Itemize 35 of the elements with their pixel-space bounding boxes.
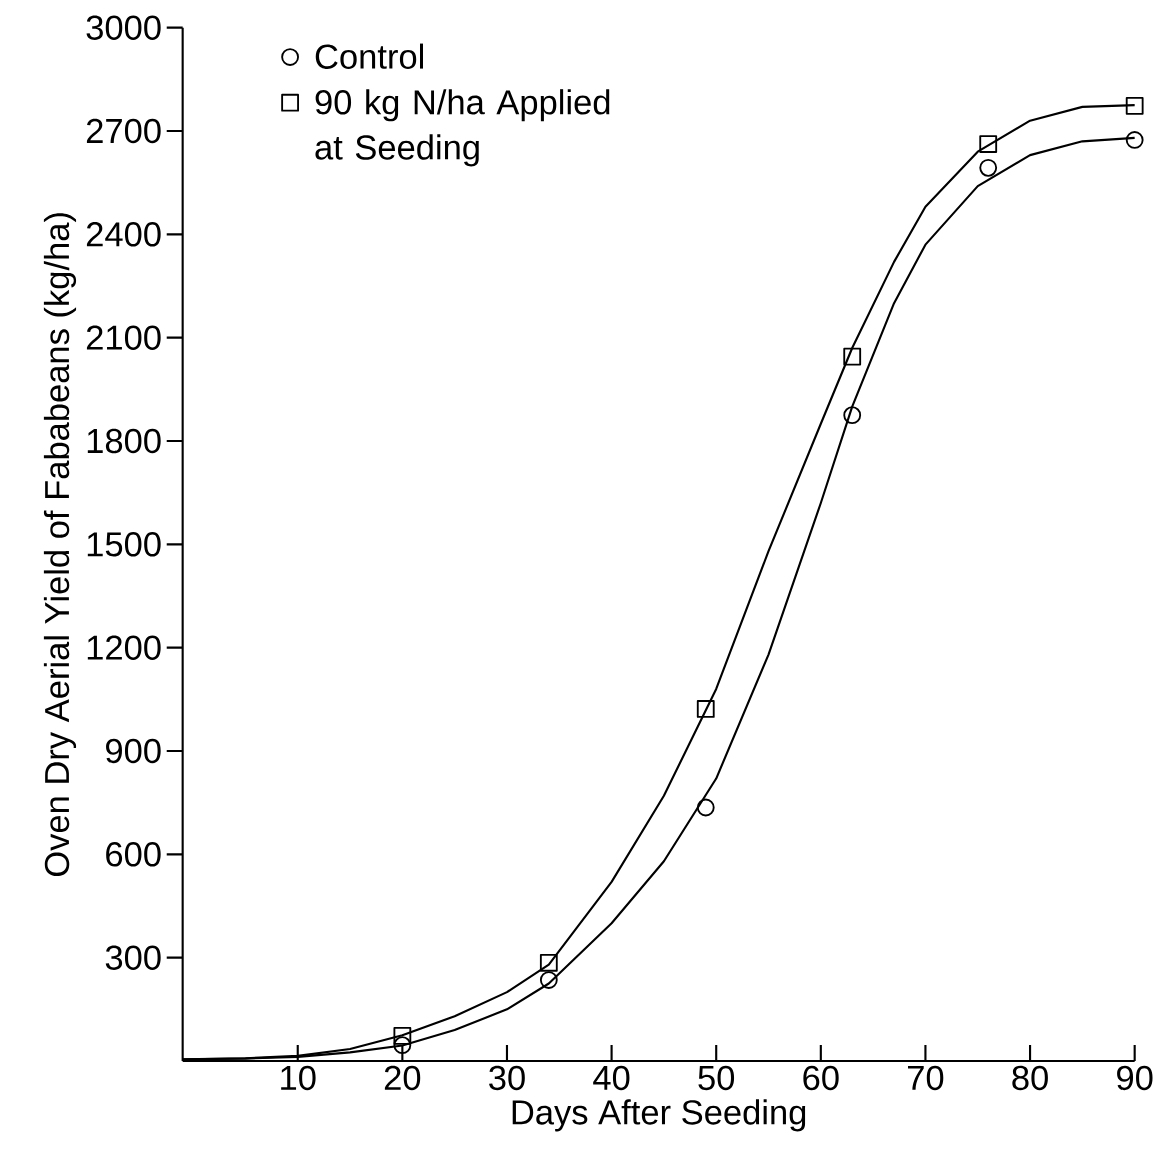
x-tick-label: 40 <box>593 1065 630 1091</box>
y-tick-label: 3000 <box>86 15 161 40</box>
y-tick-label: 1200 <box>87 635 161 660</box>
y-tick-label: 2400 <box>86 222 161 247</box>
y-tick-label: 900 <box>106 738 161 764</box>
legend-label: Control <box>315 43 424 69</box>
x-tick-label: 60 <box>803 1065 839 1091</box>
legend-label: 90 kg N/ha Applied at Seeding <box>315 89 610 167</box>
y-tick-label: 300 <box>105 945 161 970</box>
point <box>393 1036 412 1055</box>
point <box>1125 131 1144 149</box>
x-tick-label: 50 <box>698 1065 735 1091</box>
x-axis-title: Days After Seeding <box>512 1099 806 1132</box>
point <box>696 700 715 718</box>
point <box>843 347 862 366</box>
x-tick-label: 10 <box>281 1065 316 1091</box>
x-tick-label: 80 <box>1012 1065 1048 1091</box>
point <box>979 135 998 153</box>
point <box>843 406 862 425</box>
y-tick-label: 1800 <box>87 428 161 454</box>
point <box>1125 96 1144 115</box>
point <box>393 1026 412 1045</box>
y-axis-title: Oven Dry Aerial Yield of Fababeans (kg/ha) <box>43 213 77 877</box>
point <box>696 798 715 817</box>
y-tick-label: 1500 <box>87 532 161 557</box>
y-tick-label: 2100 <box>86 325 161 350</box>
x-tick-label: 90 <box>1117 1065 1153 1091</box>
point <box>539 953 558 972</box>
y-tick-label: 600 <box>106 842 161 867</box>
x-tick-label: 20 <box>384 1065 421 1091</box>
x-tick-label: 70 <box>908 1065 944 1091</box>
y-tick-label: 2700 <box>86 118 161 144</box>
x-tick-label: 30 <box>489 1065 525 1091</box>
point <box>539 971 558 989</box>
point <box>979 158 998 177</box>
